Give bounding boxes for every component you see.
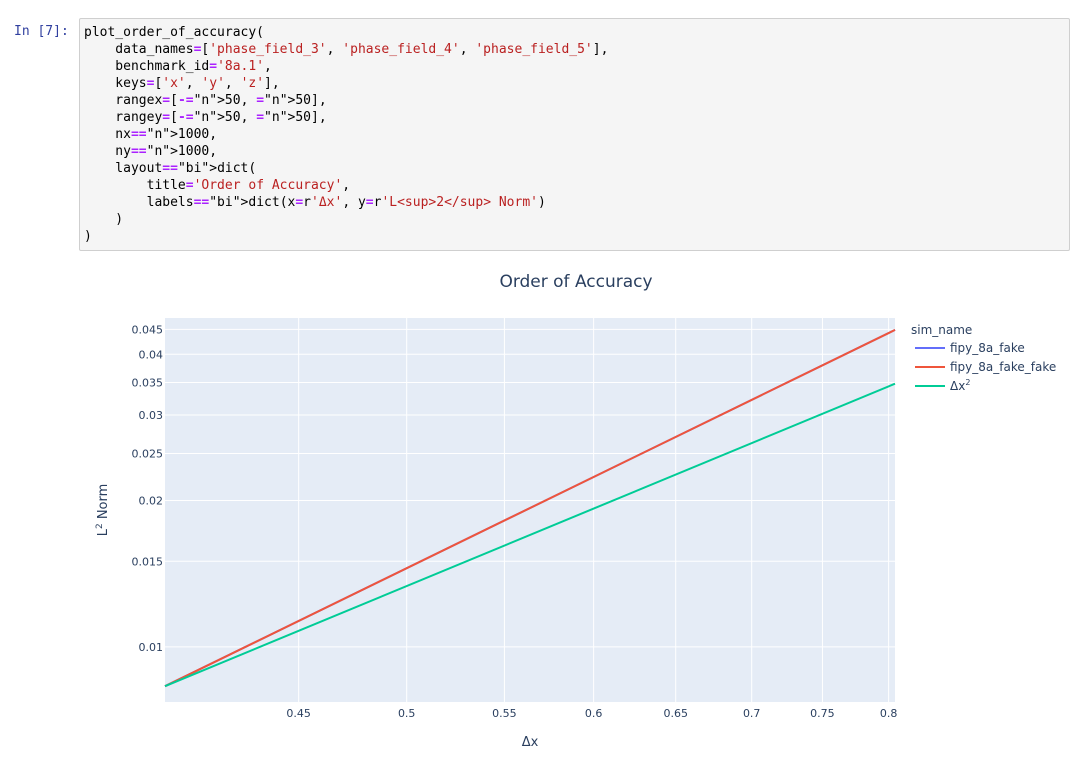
series-line-1[interactable] [164, 329, 896, 688]
plot-area[interactable] [165, 318, 895, 702]
series-line-2[interactable] [164, 382, 896, 688]
legend-item[interactable]: Δx2 [915, 378, 970, 393]
gridlines [165, 318, 895, 702]
legend-label: Δx2 [950, 378, 970, 393]
code-line: keys=['x', 'y', 'z'], [84, 76, 280, 91]
cell-prompt: In [7]: [14, 24, 69, 39]
code-cell[interactable] [79, 18, 1070, 251]
y-axis-title-rest: Norm [96, 484, 111, 524]
y-axis-title: L2 Norm [95, 484, 111, 537]
order-of-accuracy-chart: Order of Accuracy 0.45 0.5 0.55 0.6 0.65 0.7 0… [95, 272, 1056, 750]
legend: sim_name fipy_8a_fake fipy_8a_fake_fake Δx… [911, 323, 1056, 393]
code-line: labels=="bi">dict [84, 195, 280, 210]
chart-title: Order of Accuracy [499, 272, 652, 292]
code-line: title='Order of Accuracy', [84, 178, 351, 193]
x-tick-labels: 0.45 0.5 0.55 0.6 0.65 0.7 0.75 0.8 [286, 707, 897, 720]
code-line: layout=="bi">dict [84, 161, 249, 176]
legend-label: fipy_8a_fake [950, 341, 1025, 355]
y-tick-label: 0.025 [132, 447, 164, 460]
y-tick-labels: 0.01 0.015 0.02 0.025 0.03 0.035 0.04 0.045 [132, 323, 164, 653]
series-lines [164, 329, 896, 688]
x-tick-label: 0.45 [286, 707, 311, 720]
x-tick-label: 0.7 [743, 707, 761, 720]
x-tick-label: 0.8 [880, 707, 898, 720]
code-line: benchmark_id='8a.1', [84, 59, 272, 74]
code-line: ny=="n">1000 [84, 144, 210, 159]
x-tick-label: 0.75 [810, 707, 835, 720]
legend-label: fipy_8a_fake_fake [950, 360, 1056, 374]
y-tick-label: 0.02 [139, 495, 164, 508]
code-line: plot_order_of_accuracy( [84, 25, 265, 40]
x-tick-label: 0.55 [492, 707, 517, 720]
code-line: ) [84, 212, 124, 227]
code-editor[interactable]: plot_order_of_accuracy( data_names=['pha… [84, 25, 609, 244]
legend-item[interactable]: fipy_8a_fake_fake [915, 360, 1056, 374]
code-line: data_names=['phase_field_3', 'phase_fiel… [84, 42, 609, 57]
code-line: rangey=[-="n">50 [84, 110, 241, 125]
x-tick-label: 0.65 [663, 707, 688, 720]
y-tick-label: 0.01 [139, 641, 164, 654]
y-tick-label: 0.015 [132, 555, 164, 568]
legend-item[interactable]: fipy_8a_fake [915, 341, 1025, 355]
y-tick-label: 0.03 [139, 409, 164, 422]
y-axis-title-base: L [96, 528, 111, 536]
y-axis-title-sup: 2 [95, 523, 105, 529]
legend-title: sim_name [911, 323, 972, 337]
y-tick-label: 0.035 [132, 376, 164, 389]
y-tick-label: 0.04 [139, 348, 164, 361]
x-tick-label: 0.6 [585, 707, 603, 720]
y-tick-label: 0.045 [132, 323, 164, 336]
code-line: nx=="n">1000 [84, 127, 210, 142]
x-tick-label: 0.5 [398, 707, 416, 720]
code-line: rangex=[-="n">50 [84, 93, 241, 108]
x-axis-title: Δx [522, 735, 539, 750]
code-line: ) [84, 229, 92, 244]
